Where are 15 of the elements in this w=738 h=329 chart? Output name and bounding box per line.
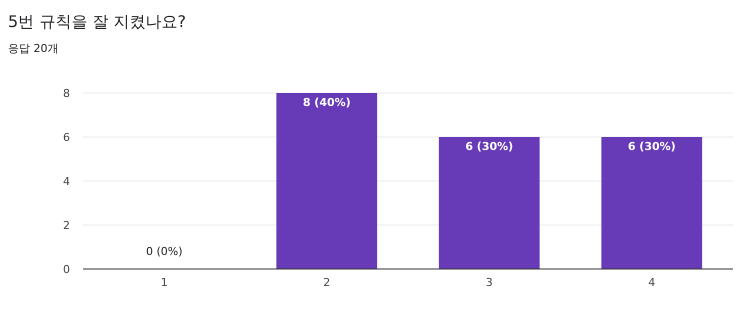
y-tick-label: 8 [63, 87, 70, 100]
x-tick-label: 2 [323, 276, 330, 289]
chart-subtitle: 응답 20개 [8, 42, 58, 55]
chart-title: 5번 규칙을 잘 지켰나요? [8, 12, 186, 31]
data-label: 6 (30%) [465, 140, 514, 153]
y-tick-label: 0 [63, 263, 70, 276]
x-tick-label: 3 [486, 276, 493, 289]
y-tick-label: 2 [63, 219, 70, 232]
data-label: 8 (40%) [302, 96, 351, 109]
y-tick-label: 4 [63, 175, 70, 188]
data-label: 0 (0%) [146, 245, 183, 258]
x-tick-label: 4 [648, 276, 656, 289]
x-tick-label: 1 [160, 276, 168, 289]
data-label: 6 (30%) [628, 140, 676, 153]
y-tick-label: 6 [63, 131, 70, 144]
